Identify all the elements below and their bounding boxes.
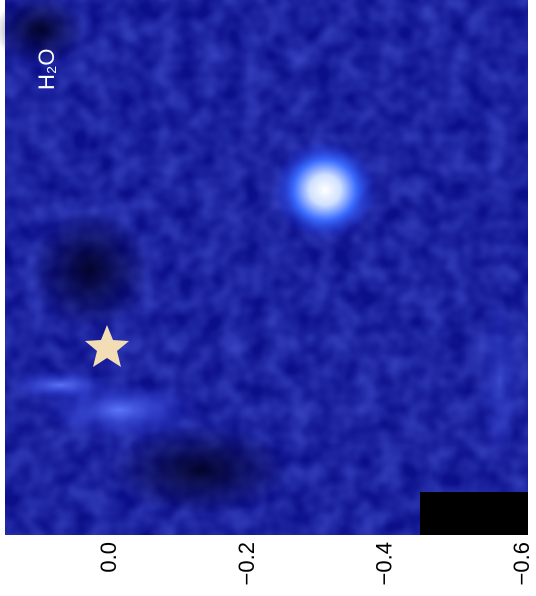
chart: H₂O 0.0 −0.2 −0.4 −0.6: [0, 0, 536, 596]
x-tick-label: −0.2: [234, 542, 259, 585]
image: [0, 0, 528, 535]
x-tick-label: −0.6: [509, 542, 534, 585]
x-tick-label: 0.0: [96, 542, 121, 573]
x-tick-label: −0.4: [371, 542, 396, 585]
image-label: H₂O: [34, 48, 59, 90]
